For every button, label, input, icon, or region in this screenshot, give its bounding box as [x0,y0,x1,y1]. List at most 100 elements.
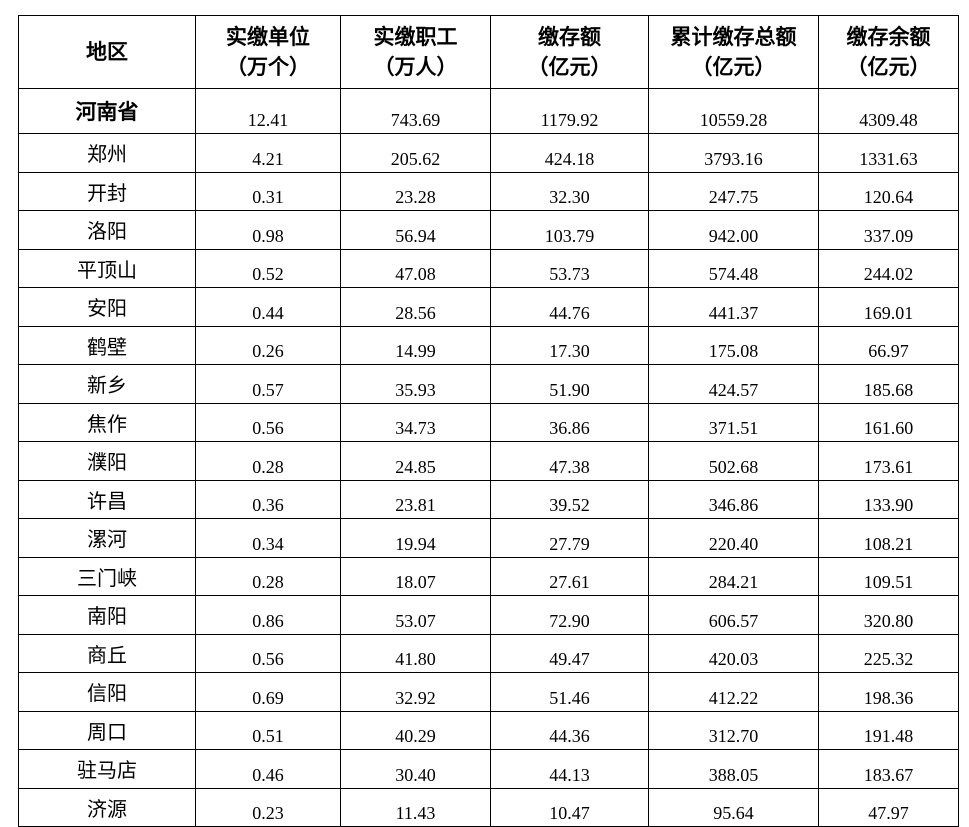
value-cell: 109.51 [818,556,959,596]
value-cell: 0.57 [195,364,341,404]
region-cell: 濮阳 [18,441,196,481]
region-cell: 焦作 [18,402,196,442]
value-cell: 3793.16 [648,133,819,173]
table-row: 周口 0.51 40.29 44.36 312.70 191.48 [18,710,959,750]
value-cell: 44.36 [490,710,649,750]
value-cell: 53.07 [340,595,491,635]
value-cell: 44.76 [490,287,649,327]
value-cell: 0.46 [195,749,341,789]
value-cell: 0.56 [195,633,341,673]
value-cell: 14.99 [340,325,491,365]
table-row: 平顶山 0.52 47.08 53.73 574.48 244.02 [18,248,959,288]
value-cell: 51.46 [490,672,649,712]
value-cell: 12.41 [195,88,341,134]
value-cell: 220.40 [648,518,819,558]
region-cell: 开封 [18,171,196,211]
region-cell: 周口 [18,710,196,750]
table-row: 鹤壁 0.26 14.99 17.30 175.08 66.97 [18,325,959,365]
value-cell: 17.30 [490,325,649,365]
value-cell: 320.80 [818,595,959,635]
value-cell: 108.21 [818,518,959,558]
header-text: （亿元） [527,55,612,79]
value-cell: 30.40 [340,749,491,789]
value-cell: 27.79 [490,518,649,558]
value-cell: 424.57 [648,364,819,404]
value-cell: 28.56 [340,287,491,327]
value-cell: 34.73 [340,402,491,442]
value-cell: 502.68 [648,441,819,481]
region-cell: 商丘 [18,633,196,673]
region-cell: 南阳 [18,595,196,635]
region-cell: 新乡 [18,364,196,404]
region-cell: 三门峡 [18,556,196,596]
region-cell: 信阳 [18,672,196,712]
value-cell: 49.47 [490,633,649,673]
value-cell: 40.29 [340,710,491,750]
value-cell: 51.90 [490,364,649,404]
value-cell: 32.30 [490,171,649,211]
value-cell: 24.85 [340,441,491,481]
value-cell: 743.69 [340,88,491,134]
header-text: 实缴职工 [373,25,458,49]
table-row: 濮阳 0.28 24.85 47.38 502.68 173.61 [18,441,959,481]
value-cell: 346.86 [648,479,819,519]
value-cell: 23.81 [340,479,491,519]
table-row: 信阳 0.69 32.92 51.46 412.22 198.36 [18,672,959,712]
header-cell: 缴存余额 （亿元） [818,15,959,89]
value-cell: 0.28 [195,441,341,481]
value-cell: 205.62 [340,133,491,173]
value-cell: 95.64 [648,787,819,827]
value-cell: 388.05 [648,749,819,789]
value-cell: 47.08 [340,248,491,288]
value-cell: 185.68 [818,364,959,404]
value-cell: 56.94 [340,210,491,250]
value-cell: 942.00 [648,210,819,250]
value-cell: 312.70 [648,710,819,750]
table: 地区 实缴单位 （万个） 实缴职工 （万人） 缴存额 （亿元） 累计缴存总额 （亿元） 缴存余额 （… [18,15,959,827]
header-text: 累计缴存总额 [670,25,797,49]
value-cell: 191.48 [818,710,959,750]
value-cell: 412.22 [648,672,819,712]
table-row: 开封 0.31 23.28 32.30 247.75 120.64 [18,171,959,211]
value-cell: 120.64 [818,171,959,211]
value-cell: 0.26 [195,325,341,365]
value-cell: 18.07 [340,556,491,596]
header-cell: 地区 [18,15,196,89]
value-cell: 244.02 [818,248,959,288]
value-cell: 173.61 [818,441,959,481]
value-cell: 44.13 [490,749,649,789]
region-cell: 河南省 [18,88,196,134]
table-row: 驻马店 0.46 30.40 44.13 388.05 183.67 [18,749,959,789]
table-row: 济源 0.23 11.43 10.47 95.64 47.97 [18,787,959,827]
region-cell: 安阳 [18,287,196,327]
value-cell: 35.93 [340,364,491,404]
value-cell: 175.08 [648,325,819,365]
value-cell: 1331.63 [818,133,959,173]
table-row: 三门峡 0.28 18.07 27.61 284.21 109.51 [18,556,959,596]
header-cell: 实缴单位 （万个） [195,15,341,89]
value-cell: 183.67 [818,749,959,789]
value-cell: 420.03 [648,633,819,673]
value-cell: 0.28 [195,556,341,596]
value-cell: 161.60 [818,402,959,442]
header-cell: 实缴职工 （万人） [340,15,491,89]
value-cell: 0.98 [195,210,341,250]
value-cell: 371.51 [648,402,819,442]
region-cell: 洛阳 [18,210,196,250]
value-cell: 133.90 [818,479,959,519]
value-cell: 4309.48 [818,88,959,134]
value-cell: 27.61 [490,556,649,596]
region-cell: 平顶山 [18,248,196,288]
value-cell: 0.34 [195,518,341,558]
table-row: 南阳 0.86 53.07 72.90 606.57 320.80 [18,595,959,635]
value-cell: 4.21 [195,133,341,173]
value-cell: 10.47 [490,787,649,827]
value-cell: 198.36 [818,672,959,712]
header-text: 缴存余额 [846,25,931,49]
table-row: 郑州 4.21 205.62 424.18 3793.16 1331.63 [18,133,959,173]
value-cell: 247.75 [648,171,819,211]
value-cell: 66.97 [818,325,959,365]
value-cell: 41.80 [340,633,491,673]
table-row: 洛阳 0.98 56.94 103.79 942.00 337.09 [18,210,959,250]
value-cell: 225.32 [818,633,959,673]
